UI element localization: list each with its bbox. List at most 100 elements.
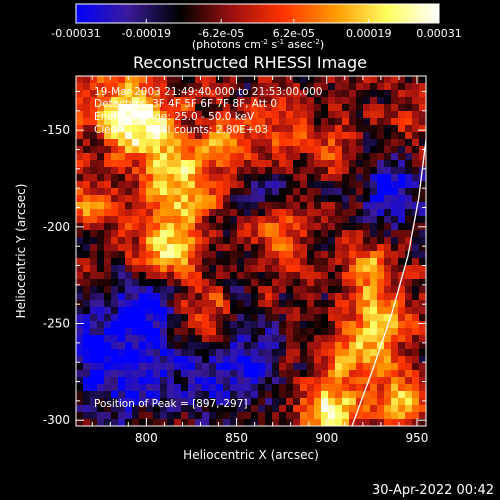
heatmap-cell <box>314 76 322 84</box>
heatmap-cell <box>111 307 119 315</box>
heatmap-cell <box>139 244 147 252</box>
heatmap-cell <box>104 419 112 426</box>
heatmap-cell <box>118 111 126 119</box>
heatmap-cell <box>146 286 154 294</box>
heatmap-cell <box>139 377 147 385</box>
heatmap-cell <box>174 146 182 154</box>
heatmap-cell <box>356 405 364 413</box>
heatmap-cell <box>335 307 343 315</box>
heatmap-cell <box>279 279 287 287</box>
heatmap-cell <box>412 97 420 105</box>
heatmap-cell <box>90 104 98 112</box>
heatmap-cell <box>342 237 350 245</box>
heatmap-cell <box>370 300 378 308</box>
heatmap-cell <box>356 146 364 154</box>
heatmap-cell <box>153 174 161 182</box>
heatmap-cell <box>279 125 287 133</box>
heatmap-cell <box>370 398 378 406</box>
heatmap-cell <box>202 279 210 287</box>
heatmap-cell <box>258 97 266 105</box>
heatmap-cell <box>216 370 224 378</box>
heatmap-cell <box>125 202 133 210</box>
heatmap-cell <box>363 160 371 168</box>
heatmap-cell <box>356 391 364 399</box>
heatmap-cell <box>153 356 161 364</box>
heatmap-cell <box>132 307 140 315</box>
heatmap-cell <box>195 405 203 413</box>
heatmap-cell <box>412 342 420 350</box>
heatmap-cell <box>384 398 392 406</box>
heatmap-cell <box>111 342 119 350</box>
heatmap-cell <box>349 398 357 406</box>
heatmap-cell <box>83 195 91 203</box>
heatmap-cell <box>76 230 84 238</box>
heatmap-cell <box>377 272 385 280</box>
heatmap-cell <box>286 398 294 406</box>
heatmap-cell <box>279 356 287 364</box>
heatmap-cell <box>216 342 224 350</box>
heatmap-cell <box>195 125 203 133</box>
heatmap-cell <box>363 118 371 126</box>
heatmap-cell <box>132 125 140 133</box>
heatmap-cell <box>286 391 294 399</box>
heatmap-cell <box>251 363 259 371</box>
heatmap-cell <box>398 216 406 224</box>
heatmap-cell <box>293 391 301 399</box>
heatmap-cell <box>167 118 175 126</box>
heatmap-cell <box>251 349 259 357</box>
heatmap-cell <box>293 258 301 266</box>
heatmap-cell <box>237 391 245 399</box>
heatmap-cell <box>279 202 287 210</box>
heatmap-cell <box>97 391 105 399</box>
heatmap-cell <box>188 328 196 336</box>
heatmap-cell <box>230 314 238 322</box>
heatmap-cell <box>118 230 126 238</box>
heatmap-cell <box>230 153 238 161</box>
heatmap-cell <box>342 419 350 426</box>
heatmap-cell <box>223 153 231 161</box>
heatmap-cell <box>286 244 294 252</box>
heatmap-cell <box>90 230 98 238</box>
heatmap-cell <box>328 251 336 259</box>
heatmap-cell <box>251 300 259 308</box>
heatmap-cell <box>160 167 168 175</box>
heatmap-cell <box>279 237 287 245</box>
heatmap-cell <box>216 356 224 364</box>
heatmap-cell <box>202 384 210 392</box>
heatmap-cell <box>104 132 112 140</box>
heatmap-cell <box>363 258 371 266</box>
heatmap-cell <box>286 111 294 119</box>
heatmap-cell <box>251 307 259 315</box>
heatmap-cell <box>160 384 168 392</box>
heatmap-cell <box>125 181 133 189</box>
heatmap-cell <box>244 83 252 91</box>
heatmap-cell <box>391 405 399 413</box>
heatmap-cell <box>251 237 259 245</box>
heatmap-cell <box>314 97 322 105</box>
heatmap-cell <box>314 377 322 385</box>
heatmap-cell <box>202 76 210 84</box>
heatmap-cell <box>195 195 203 203</box>
heatmap-cell <box>279 139 287 147</box>
heatmap-cell <box>188 83 196 91</box>
heatmap-cell <box>167 216 175 224</box>
heatmap-cell <box>118 412 126 420</box>
heatmap-cell <box>251 293 259 301</box>
heatmap-cell <box>90 146 98 154</box>
heatmap-cell <box>125 321 133 329</box>
heatmap-cell <box>370 132 378 140</box>
heatmap-cell <box>370 216 378 224</box>
heatmap-cell <box>349 118 357 126</box>
heatmap-cell <box>349 244 357 252</box>
heatmap-cell <box>160 377 168 385</box>
heatmap-cell <box>293 342 301 350</box>
heatmap-cell <box>377 258 385 266</box>
heatmap-cell <box>377 314 385 322</box>
heatmap-cell <box>300 265 308 273</box>
heatmap-cell <box>370 384 378 392</box>
heatmap-cell <box>132 237 140 245</box>
heatmap-cell <box>272 181 280 189</box>
heatmap-cell <box>244 419 252 426</box>
heatmap-cell <box>286 97 294 105</box>
heatmap-cell <box>328 286 336 294</box>
